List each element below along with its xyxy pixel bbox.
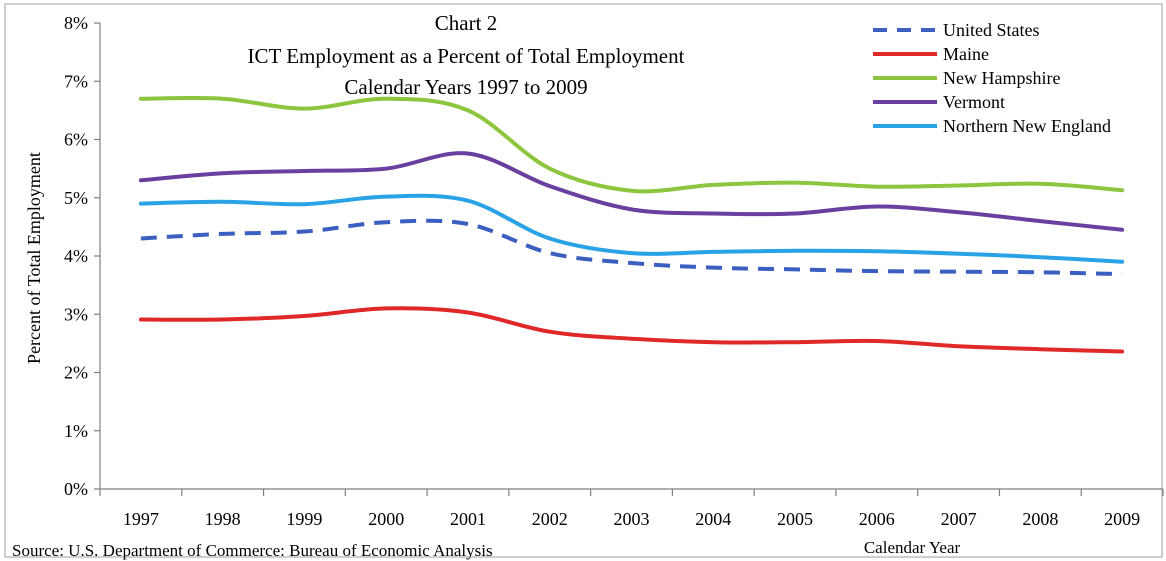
- series-line-maine: [138, 306, 1125, 354]
- x-tick-label: 1998: [205, 509, 241, 529]
- y-axis-label: Percent of Total Employment: [24, 152, 44, 364]
- chart-subtitle-line-1: ICT Employment as a Percent of Total Emp…: [248, 44, 685, 68]
- x-tick-label: 2001: [450, 509, 486, 529]
- x-tick-label: 2009: [1104, 509, 1140, 529]
- chart-subtitle-line-2: Calendar Years 1997 to 2009: [344, 75, 587, 99]
- legend-label-maine: Maine: [943, 44, 989, 64]
- series-line-northern-new-england: [138, 193, 1125, 264]
- x-tick-label: 2006: [859, 509, 895, 529]
- y-tick-label: 6%: [64, 130, 88, 150]
- x-tick-label: 2003: [614, 509, 650, 529]
- chart-title: Chart 2: [435, 11, 497, 35]
- y-tick-label: 3%: [64, 304, 88, 324]
- legend-label-new-hampshire: New Hampshire: [943, 68, 1060, 88]
- x-tick-label: 2000: [368, 509, 404, 529]
- x-tick-label: 2005: [777, 509, 813, 529]
- x-tick-label: 2002: [532, 509, 568, 529]
- series-lines: [138, 95, 1125, 354]
- x-tick-label: 2004: [695, 509, 731, 529]
- y-tick-label: 2%: [64, 363, 88, 383]
- x-axis-label: Calendar Year: [864, 538, 961, 557]
- x-tick-label: 1999: [286, 509, 322, 529]
- y-tick-label: 8%: [64, 13, 88, 33]
- y-tick-label: 4%: [64, 246, 88, 266]
- x-tick-label: 1997: [123, 509, 159, 529]
- y-tick-label: 0%: [64, 479, 88, 499]
- legend-label-united-states: United States: [943, 20, 1040, 40]
- series-line-united-states: [140, 218, 1123, 277]
- x-tick-label: 2007: [941, 509, 977, 529]
- source-note: Source: U.S. Department of Commerce: Bur…: [12, 541, 493, 560]
- legend-label-northern-new-england: Northern New England: [943, 116, 1111, 136]
- legend: United States Maine New Hampshire Vermont No…: [873, 20, 1111, 136]
- y-tick-label: 7%: [64, 71, 88, 91]
- series-line-vermont: [138, 151, 1125, 232]
- y-tick-label: 1%: [64, 421, 88, 441]
- y-axis: 0% 1% 2% 3% 4% 5% 6% 7% 8%: [64, 13, 101, 499]
- legend-label-vermont: Vermont: [943, 92, 1005, 112]
- y-tick-label: 5%: [64, 188, 88, 208]
- x-tick-label: 2008: [1022, 509, 1058, 529]
- series-line-new-hampshire: [138, 95, 1125, 194]
- x-axis: 1997 1998 1999 2000 2001 2002 2003 2004 2005 2006…: [99, 488, 1164, 529]
